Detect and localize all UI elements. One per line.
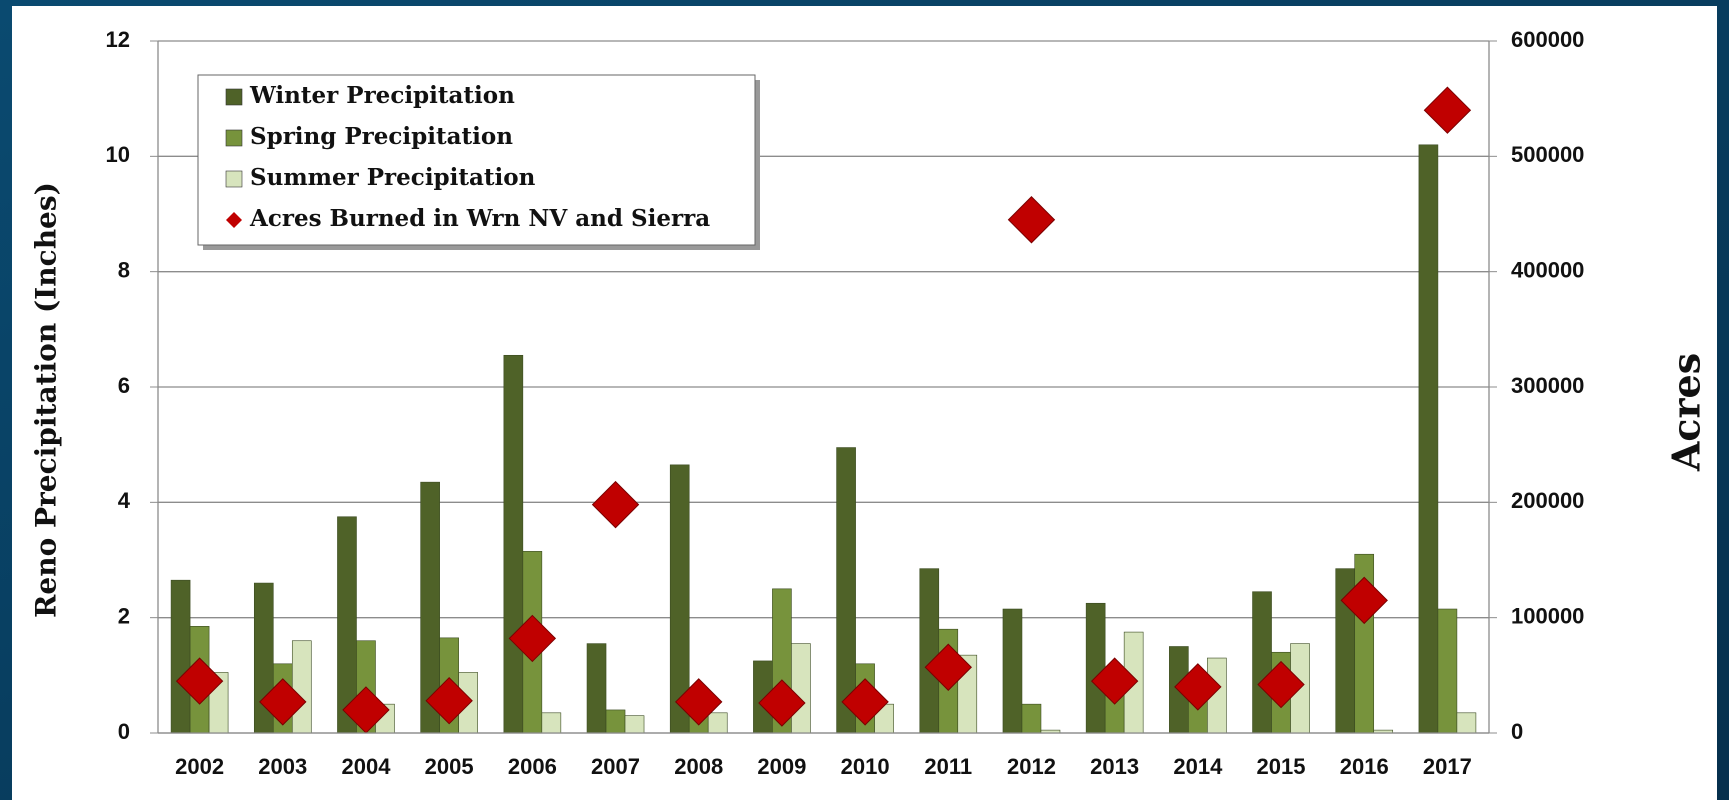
bar (586, 643, 607, 734)
y-tick-label: 0 (118, 719, 130, 744)
y-tick-label: 2 (118, 603, 130, 628)
legend-swatch (225, 88, 243, 106)
diamond-marker (508, 614, 557, 663)
diamond-marker (259, 678, 307, 726)
x-tick-label: 2012 (1007, 754, 1056, 779)
x-tick-label: 2017 (1423, 754, 1472, 779)
diamond-marker (1090, 657, 1139, 705)
bar (1085, 602, 1106, 734)
x-tick-label: 2007 (591, 754, 640, 779)
bar (919, 568, 940, 734)
diamond-marker (1007, 196, 1056, 244)
y-tick-label: 8 (118, 257, 130, 282)
x-tick-label: 2013 (1090, 754, 1139, 779)
bar (836, 447, 856, 734)
legend-swatch (225, 129, 243, 147)
y2-tick-label: 600000 (1511, 27, 1584, 52)
x-tick-label: 2011 (924, 754, 972, 779)
legend (197, 74, 756, 246)
y-tick-label: 4 (118, 488, 131, 513)
legend-swatch (225, 170, 243, 188)
diamond-marker (924, 643, 972, 691)
legend-label: Spring Precipitation (250, 123, 513, 150)
x-tick-label: 2009 (757, 754, 806, 779)
bar (541, 712, 562, 734)
y2-tick-label: 300000 (1511, 373, 1584, 398)
bar (1437, 608, 1458, 734)
diamond-marker (1423, 86, 1472, 134)
y2-tick-label: 100000 (1511, 603, 1584, 628)
diamond-marker (175, 657, 224, 705)
y-tick-label: 12 (106, 27, 130, 52)
legend-marker (226, 212, 242, 228)
diamond-marker (1340, 576, 1388, 625)
bar (1252, 591, 1272, 734)
bar (1002, 608, 1023, 734)
x-tick-label: 2002 (175, 754, 224, 779)
bar (170, 579, 191, 734)
y2-tick-label: 200000 (1511, 488, 1584, 513)
bar (291, 640, 312, 734)
bar (791, 643, 811, 734)
diamond-marker (758, 679, 806, 727)
bar (624, 715, 645, 734)
x-tick-label: 2004 (341, 754, 391, 779)
y2-axis-title: Acres (1664, 353, 1709, 472)
diamond-marker (1257, 660, 1305, 709)
diamond-marker (425, 676, 473, 725)
y2-tick-label: 400000 (1511, 257, 1584, 282)
x-tick-label: 2003 (258, 754, 307, 779)
y-tick-label: 10 (106, 142, 130, 167)
bar (1456, 712, 1477, 734)
y-tick-label: 6 (118, 373, 130, 398)
x-tick-label: 2015 (1257, 754, 1306, 779)
y2-tick-label: 0 (1511, 719, 1523, 744)
x-tick-label: 2014 (1173, 754, 1223, 779)
x-tick-label: 2010 (841, 754, 890, 779)
bar (503, 354, 524, 734)
x-tick-label: 2016 (1340, 754, 1389, 779)
legend-label: Acres Burned in Wrn NV and Sierra (249, 205, 710, 232)
legend-label: Winter Precipitation (249, 82, 515, 109)
diamond-marker (675, 678, 723, 726)
bar (1021, 703, 1042, 734)
y-axis-title: Reno Precipitation (Inches) (30, 182, 63, 618)
x-tick-label: 2008 (674, 754, 723, 779)
bar (1418, 144, 1439, 734)
x-tick-label: 2005 (425, 754, 474, 779)
bar (605, 709, 626, 734)
bar (707, 712, 728, 734)
x-tick-label: 2006 (508, 754, 557, 779)
diamond-marker (591, 480, 640, 529)
legend-label: Summer Precipitation (250, 164, 536, 191)
diamond-marker (1174, 663, 1222, 711)
diamond-marker (841, 678, 889, 726)
y2-tick-label: 500000 (1511, 142, 1584, 167)
